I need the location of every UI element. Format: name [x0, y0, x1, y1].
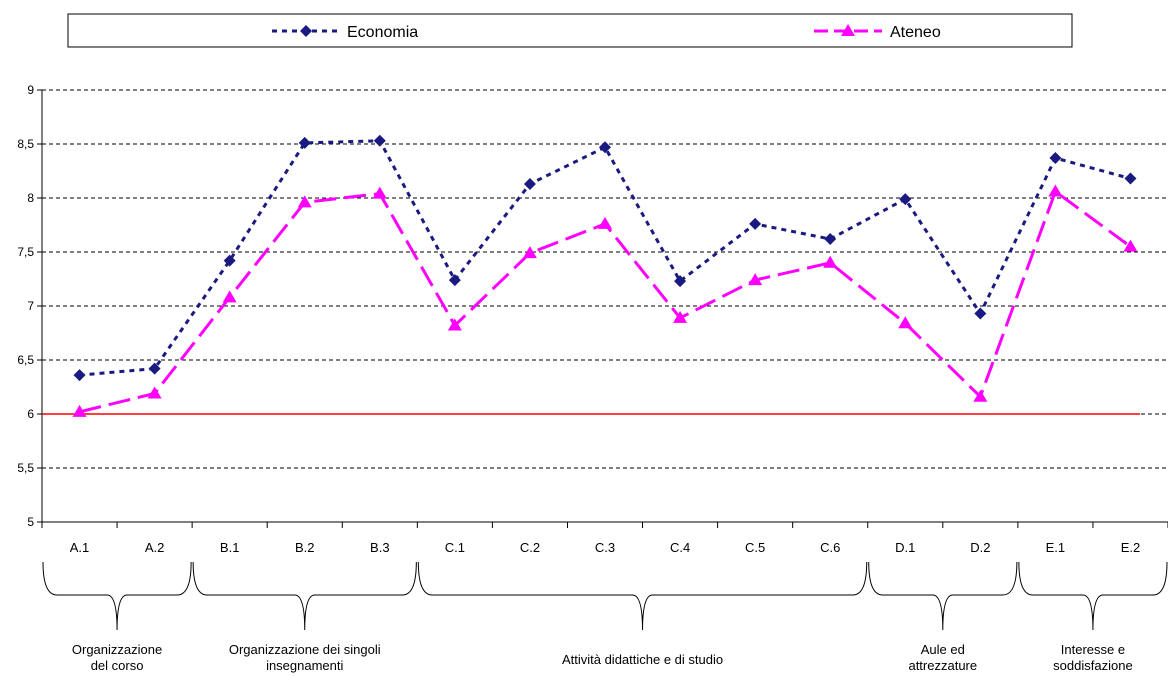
group-brace: [1018, 561, 1168, 631]
data-point: [523, 177, 536, 190]
category-group: Attività didattiche e di studio: [417, 561, 868, 667]
data-point: [899, 193, 912, 206]
series-ateneo: [72, 184, 1138, 417]
y-tick-label: 9: [27, 83, 34, 97]
x-tick-label: C.6: [820, 540, 840, 555]
plot-area: 5 5,5 6 6,5 7 7,5 8 8,5 9 A.1 A.2 B.1 B.2 B.3 C.1 C.2 C.…: [17, 83, 1168, 555]
data-point: [823, 255, 838, 268]
data-point: [448, 274, 461, 287]
group-label: Organizzazione dei singoli: [229, 642, 381, 657]
group-label: insegnamenti: [266, 658, 343, 673]
data-point: [599, 141, 611, 154]
data-point: [522, 246, 537, 259]
data-point: [1049, 152, 1062, 165]
x-tick-label: A.1: [70, 540, 90, 555]
legend-box: [67, 13, 1073, 48]
group-brace: [42, 561, 192, 631]
series-line: [79, 139, 1131, 377]
series-economia: [73, 134, 1137, 382]
x-tick-label: C.4: [670, 540, 690, 555]
group-brace: [192, 561, 417, 631]
data-point: [297, 195, 312, 208]
data-point: [598, 216, 612, 229]
group-label: del corso: [91, 658, 144, 673]
x-tick-label: A.2: [145, 540, 165, 555]
y-tick-label: 7,5: [17, 245, 34, 259]
data-point: [223, 254, 236, 267]
legend-label: Ateneo: [890, 24, 941, 41]
data-point: [1124, 172, 1137, 185]
legend-marker: [300, 25, 312, 37]
legend-marker: [841, 24, 855, 36]
data-point: [298, 136, 311, 149]
data-point: [749, 217, 762, 230]
group-label: Organizzazione: [72, 642, 162, 657]
legend-item-economia: Economia: [272, 24, 418, 41]
x-tick-label: D.2: [970, 540, 990, 555]
y-tick-label: 8,5: [17, 137, 34, 151]
group-label: Interesse e: [1061, 642, 1125, 657]
x-tick-label: C.3: [595, 540, 615, 555]
data-point: [674, 275, 687, 288]
legend-label: Economia: [347, 24, 418, 41]
data-point: [148, 362, 161, 375]
data-point: [824, 233, 837, 246]
x-tick-label: E.2: [1121, 540, 1141, 555]
group-brace: [868, 561, 1018, 631]
data-point: [974, 307, 987, 320]
group-label: Attività didattiche e di studio: [562, 652, 723, 667]
group-label: attrezzature: [908, 658, 977, 673]
y-tick-label: 5: [27, 515, 34, 529]
data-point: [147, 386, 162, 399]
data-point: [372, 186, 387, 199]
data-point: [748, 273, 763, 286]
data-point: [447, 318, 462, 331]
legend: Economia Ateneo: [67, 13, 1073, 48]
group-label: Aule ed: [921, 642, 965, 657]
y-tick-label: 7: [27, 299, 34, 313]
x-tick-label: B.3: [370, 540, 390, 555]
data-point: [72, 404, 87, 417]
y-tick-label: 6: [27, 407, 34, 421]
data-point: [973, 389, 988, 402]
group-brace: [417, 561, 868, 631]
group-label: soddisfazione: [1053, 658, 1133, 673]
x-tick-label: D.1: [895, 540, 915, 555]
legend-item-ateneo: Ateneo: [814, 24, 941, 41]
x-tick-label: B.2: [295, 540, 315, 555]
y-tick-label: 6,5: [17, 353, 34, 367]
data-point: [898, 316, 913, 329]
y-tick-label: 8: [27, 191, 34, 205]
data-point: [222, 290, 237, 303]
x-tick-label: C.5: [745, 540, 765, 555]
x-tick-label: C.2: [520, 540, 540, 555]
data-point: [673, 310, 688, 323]
data-point: [373, 134, 386, 147]
x-tick-label: E.1: [1046, 540, 1066, 555]
y-tick-label: 5,5: [17, 461, 34, 475]
x-tick-label: B.1: [220, 540, 240, 555]
data-point: [1048, 184, 1063, 197]
x-tick-label: C.1: [445, 540, 465, 555]
data-point: [1123, 239, 1138, 252]
data-point: [73, 369, 86, 382]
